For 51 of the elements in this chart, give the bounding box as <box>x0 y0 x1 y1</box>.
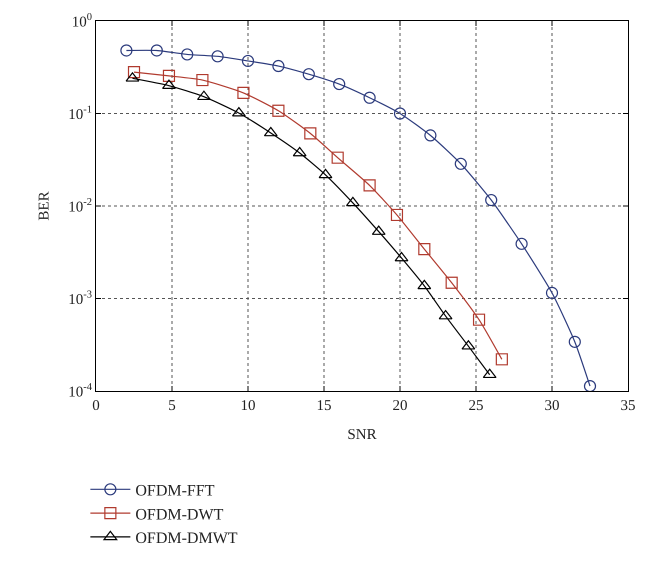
legend-label: OFDM-DWT <box>135 506 224 524</box>
y-tick-label: 10$^{-4}$ <box>68 382 93 400</box>
point <box>496 353 508 366</box>
point <box>332 152 344 164</box>
point <box>424 129 436 142</box>
point <box>364 179 376 192</box>
y-tick-label: 10$^{-2}$ <box>68 196 92 216</box>
point <box>272 104 284 117</box>
point <box>304 127 316 140</box>
point <box>584 380 596 391</box>
point <box>446 276 458 289</box>
point <box>128 66 140 78</box>
point <box>272 60 284 72</box>
x-tick-label: 0 <box>92 398 100 414</box>
y-tick-label: 10$^{0}$ <box>72 12 92 30</box>
x-tick-label: 35 <box>620 398 636 414</box>
point <box>181 48 194 61</box>
point <box>472 314 486 326</box>
x-tick-label: 30 <box>544 398 560 414</box>
point <box>516 238 528 250</box>
point <box>333 78 346 90</box>
point <box>150 44 163 57</box>
y-tick-label: 10$^{-1}$ <box>68 104 92 123</box>
legend-label: OFDM-DMWT <box>135 530 238 548</box>
point <box>394 252 408 262</box>
point <box>546 286 558 299</box>
point <box>302 68 315 80</box>
point <box>485 194 498 206</box>
point <box>364 92 376 104</box>
x-tick-label: 20 <box>392 398 408 414</box>
point <box>242 54 254 68</box>
point <box>318 168 332 178</box>
x-axis-title: SNR <box>347 427 377 443</box>
y-tick-label: 10$^{-3}$ <box>68 289 92 308</box>
y-axis-title: BER <box>36 191 52 221</box>
legend-label: OFDM-FFT <box>135 482 215 500</box>
x-tick-label: 5 <box>168 398 176 414</box>
point <box>454 158 467 170</box>
x-tick-label: 15 <box>316 398 332 414</box>
point <box>390 208 404 222</box>
point <box>237 86 250 99</box>
point <box>568 336 581 348</box>
x-tick-label: 10 <box>240 398 256 414</box>
x-tick-label: 25 <box>468 398 484 414</box>
point <box>126 72 140 82</box>
point <box>120 44 132 57</box>
point <box>196 74 208 86</box>
point <box>212 50 224 62</box>
point <box>394 107 406 120</box>
point <box>418 243 430 256</box>
point <box>162 70 176 82</box>
